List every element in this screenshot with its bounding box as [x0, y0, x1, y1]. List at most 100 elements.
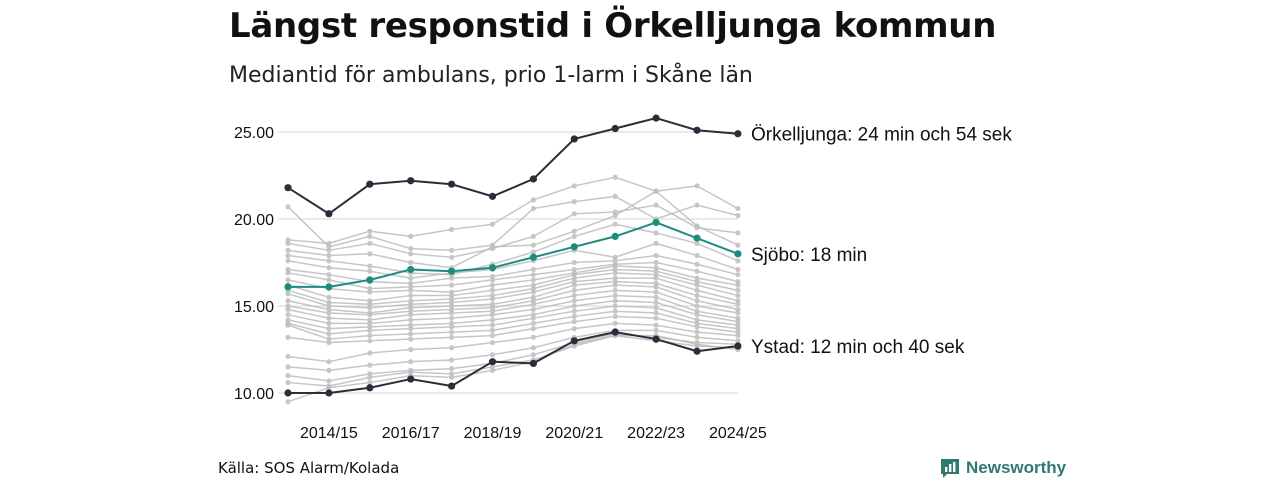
data-point: [366, 180, 374, 188]
highlighted-series: [284, 114, 742, 397]
data-point: [407, 177, 415, 185]
series-line: [288, 221, 739, 288]
brand-name: Newsworthy: [966, 458, 1067, 477]
data-point: [407, 265, 415, 274]
data-point: [571, 228, 577, 234]
data-point: [571, 313, 577, 320]
y-tick-label: 25.00: [234, 125, 274, 142]
series-sjöbo: [284, 218, 742, 291]
data-point: [367, 228, 373, 234]
series-line: [287, 261, 739, 290]
data-point: [325, 283, 333, 291]
data-point: [325, 389, 333, 397]
data-point: [326, 326, 332, 332]
data-point: [367, 289, 373, 295]
data-point: [612, 313, 618, 320]
data-point: [530, 334, 537, 340]
data-point: [612, 298, 618, 304]
data-point: [367, 251, 373, 257]
data-point: [571, 233, 577, 239]
data-point: [408, 312, 414, 318]
data-point: [530, 289, 537, 295]
data-point: [530, 272, 537, 278]
y-tick-label: 15.00: [234, 299, 274, 316]
data-point: [529, 175, 538, 183]
data-point: [408, 251, 414, 257]
data-point: [285, 204, 291, 210]
data-point: [612, 270, 618, 276]
series-annotations: Örkelljunga: 24 min och 54 sek Sjöbo: 18 …: [751, 125, 1012, 358]
data-point: [529, 253, 538, 261]
series-line: [287, 223, 739, 276]
series-kommun-23: [285, 313, 741, 346]
data-point: [611, 232, 619, 240]
data-point: [326, 367, 332, 373]
data-point: [408, 245, 414, 252]
series-label: Sjöbo: 18 min: [751, 245, 867, 266]
series-line: [287, 315, 738, 344]
data-point: [694, 334, 700, 340]
y-tick-label: 10.00: [234, 386, 274, 403]
data-point: [408, 336, 414, 342]
data-point: [530, 301, 537, 307]
data-point: [408, 292, 414, 299]
data-point: [366, 276, 374, 284]
data-point: [571, 326, 577, 332]
data-point: [325, 210, 333, 218]
data-point: [285, 373, 291, 379]
data-point: [449, 357, 455, 363]
data-point: [571, 199, 577, 205]
data-point: [693, 347, 701, 355]
x-tick-label: 2016/17: [382, 425, 440, 442]
series-line: [287, 289, 739, 321]
series-label: Ystad: 12 min och 40 sek: [751, 337, 965, 358]
data-point: [367, 240, 373, 246]
data-point: [449, 310, 455, 316]
data-point: [489, 287, 496, 293]
data-point: [408, 326, 414, 332]
data-point: [529, 359, 538, 368]
data-point: [653, 202, 659, 208]
data-point: [449, 329, 455, 335]
data-point: [652, 335, 660, 343]
data-point: [694, 324, 700, 330]
data-point: [530, 266, 537, 273]
brand-logo: Newsworthy: [939, 457, 1066, 479]
data-point: [326, 247, 332, 253]
series-line: [287, 190, 739, 269]
data-point: [530, 205, 537, 212]
data-point: [571, 287, 577, 293]
data-point: [285, 258, 291, 264]
data-point: [611, 124, 619, 133]
data-point: [734, 130, 742, 138]
x-tick-label: 2018/19: [464, 425, 522, 442]
data-point: [694, 223, 700, 229]
source-note: Källa: SOS Alarm/Kolada: [218, 459, 400, 477]
data-point: [408, 233, 414, 239]
series-line: [287, 333, 738, 382]
data-point: [489, 312, 496, 318]
data-point: [653, 188, 659, 194]
data-point: [612, 212, 618, 219]
data-point: [694, 268, 700, 274]
data-point: [326, 378, 332, 384]
data-point: [571, 319, 577, 325]
series-ystad: [284, 328, 742, 397]
data-point: [571, 259, 577, 266]
data-point: [367, 268, 373, 274]
data-point: [653, 289, 659, 295]
data-point: [612, 174, 618, 180]
series-line: [287, 284, 739, 316]
data-point: [652, 114, 660, 122]
series-kommun-19: [285, 292, 741, 326]
data-point: [367, 338, 373, 344]
data-point: [611, 328, 619, 336]
data-point: [735, 301, 741, 307]
data-point: [285, 270, 291, 276]
data-point: [448, 382, 456, 390]
x-axis-ticks: 2014/15 2016/17 2018/19 2020/21 2022/23 2024/…: [300, 425, 767, 442]
chart-subtitle: Mediantid för ambulans, prio 1-larm i Sk…: [229, 63, 753, 88]
data-point: [449, 282, 455, 288]
data-point: [408, 317, 414, 323]
series-line: [287, 300, 739, 330]
